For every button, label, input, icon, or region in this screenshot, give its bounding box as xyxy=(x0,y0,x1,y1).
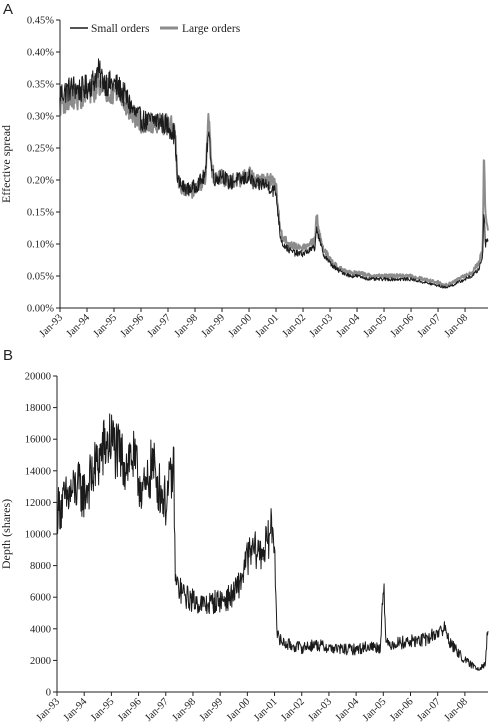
panel-b-y-axis-title: Depth (shares) xyxy=(0,499,13,569)
panel-b-letter: B xyxy=(3,347,13,364)
x-tick-label: Jan-05 xyxy=(361,696,389,724)
y-tick-label: 0.05% xyxy=(27,272,54,283)
y-tick-label: 0.25% xyxy=(27,144,54,155)
x-tick-label: Jan-94 xyxy=(62,696,90,724)
y-tick-label: 2000 xyxy=(30,656,51,667)
x-tick-label: Jan-97 xyxy=(146,312,174,340)
legend-label-large-orders: Large orders xyxy=(182,23,241,35)
y-tick-label: 16000 xyxy=(25,435,51,446)
x-tick-label: Jan-96 xyxy=(116,696,144,724)
x-tick-label: Jan-07 xyxy=(415,696,443,724)
x-tick-label: Jan-02 xyxy=(279,696,307,724)
x-tick-label: Jan-94 xyxy=(65,312,93,340)
x-tick-label: Jan-03 xyxy=(306,696,334,724)
y-tick-label: 0.00% xyxy=(27,304,54,315)
x-tick-label: Jan-01 xyxy=(254,312,282,340)
panel-a-y-axis-title: Effective spread xyxy=(0,125,13,203)
y-tick-label: 0 xyxy=(46,688,51,699)
y-tick-label: 0.40% xyxy=(27,48,54,59)
x-tick-label: Jan-95 xyxy=(92,312,120,340)
panel-b-axes: 0 2000 4000 6000 8000 10000 12000 14000 16000 180… xyxy=(25,372,488,724)
x-tick-label: Jan-95 xyxy=(89,696,117,724)
x-tick-label: Jan-06 xyxy=(388,696,416,724)
x-tick-label: Jan-96 xyxy=(119,312,147,340)
x-tick-label: Jan-00 xyxy=(225,696,253,724)
chart-panel-b: B Depth (shares) 0 2000 4000 6000 8000 10000 1… xyxy=(0,347,489,724)
y-tick-label: 18000 xyxy=(25,403,51,414)
y-tick-label: 0.35% xyxy=(27,80,54,91)
y-tick-label: 14000 xyxy=(25,466,51,477)
panel-a-legend: Small orders Large orders xyxy=(70,23,241,35)
x-tick-label: Jan-93 xyxy=(38,312,66,340)
x-tick-label: Jan-05 xyxy=(362,312,390,340)
panel-a-series-group xyxy=(59,58,489,289)
y-tick-label: 0.15% xyxy=(27,208,54,219)
y-tick-label: 12000 xyxy=(25,498,51,509)
y-tick-label: 0.45% xyxy=(27,16,54,27)
x-tick-label: Jan-00 xyxy=(227,312,255,340)
x-tick-label: Jan-93 xyxy=(35,696,63,724)
y-tick-label: 8000 xyxy=(30,561,51,572)
x-tick-label: Jan-08 xyxy=(442,696,470,724)
x-tick-label: Jan-98 xyxy=(171,696,199,724)
x-tick-label: Jan-99 xyxy=(200,312,228,340)
panel-a-letter: A xyxy=(3,1,13,18)
x-tick-label: Jan-04 xyxy=(334,696,362,724)
x-tick-label: Jan-02 xyxy=(281,312,309,340)
y-tick-label: 0.10% xyxy=(27,240,54,251)
legend-label-small-orders: Small orders xyxy=(91,23,150,35)
series-line-small-orders xyxy=(59,58,489,289)
series-line-depth xyxy=(56,413,489,671)
x-tick-label: Jan-06 xyxy=(389,312,417,340)
y-tick-label: 6000 xyxy=(30,593,51,604)
x-tick-label: Jan-97 xyxy=(143,696,171,724)
y-tick-label: 4000 xyxy=(30,624,51,635)
x-tick-label: Jan-08 xyxy=(443,312,471,340)
y-tick-label: 0.20% xyxy=(27,176,54,187)
y-tick-label: 0.30% xyxy=(27,112,54,123)
x-tick-label: Jan-99 xyxy=(198,696,226,724)
chart-panel-a: A Effective spread 0.00% 0.05% 0.10% 0.15% 0… xyxy=(0,1,489,340)
y-tick-label: 10000 xyxy=(25,530,51,541)
x-tick-label: Jan-03 xyxy=(308,312,336,340)
panel-b-series-group xyxy=(56,413,489,671)
y-tick-label: 20000 xyxy=(25,372,51,383)
x-tick-label: Jan-07 xyxy=(416,312,444,340)
x-tick-label: Jan-01 xyxy=(252,696,280,724)
x-tick-label: Jan-04 xyxy=(335,312,363,340)
x-tick-label: Jan-98 xyxy=(173,312,201,340)
